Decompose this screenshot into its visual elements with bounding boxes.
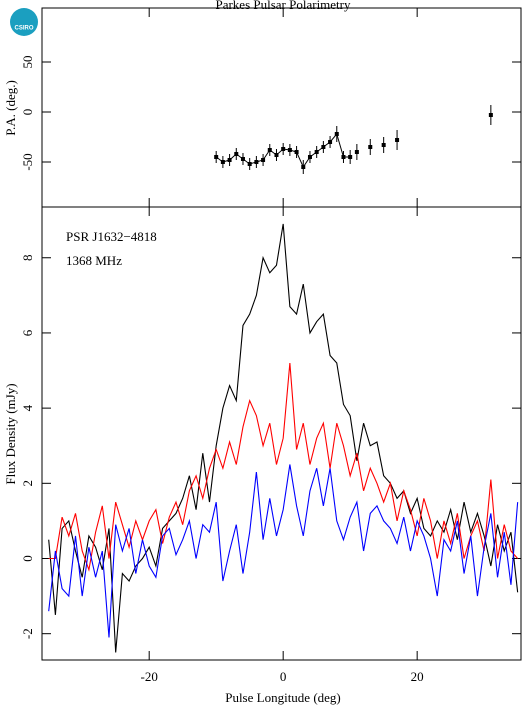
y-tick-label: 8 <box>20 255 35 262</box>
logo-text: CSIRO <box>14 26 33 32</box>
x-axis-label: Pulse Longitude (deg) <box>225 690 341 705</box>
pa-trend <box>215 132 351 169</box>
plot-frame <box>41 7 522 208</box>
y-tick-label: 2 <box>20 480 35 487</box>
annotation: 1368 MHz <box>66 253 122 268</box>
y-tick-label: 6 <box>20 329 35 336</box>
y-tick-label: -2 <box>20 628 35 639</box>
data-point <box>354 150 359 154</box>
series-line <box>48 223 519 653</box>
logo-badge <box>10 8 38 36</box>
x-tick-label: -20 <box>141 669 158 684</box>
y-axis-label: Flux Density (mJy) <box>3 383 18 484</box>
y-tick-label: -50 <box>20 153 35 170</box>
annotation: PSR J1632−4818 <box>66 229 157 244</box>
y-tick-label: 4 <box>20 404 35 411</box>
chart-title: Parkes Pulsar Polarimetry <box>215 0 351 12</box>
data-point <box>368 145 373 149</box>
y-tick-label: 0 <box>20 109 35 116</box>
y-tick-label: 0 <box>20 555 35 562</box>
series-line <box>48 464 519 638</box>
data-point <box>488 113 493 117</box>
y-axis-label: P.A. (deg.) <box>3 80 18 136</box>
data-point <box>395 138 400 142</box>
series-line <box>48 362 519 572</box>
x-tick-label: 20 <box>411 669 424 684</box>
y-tick-label: 50 <box>20 56 35 69</box>
plot-frame <box>41 206 522 661</box>
data-point <box>381 143 386 147</box>
x-tick-label: 0 <box>280 669 287 684</box>
